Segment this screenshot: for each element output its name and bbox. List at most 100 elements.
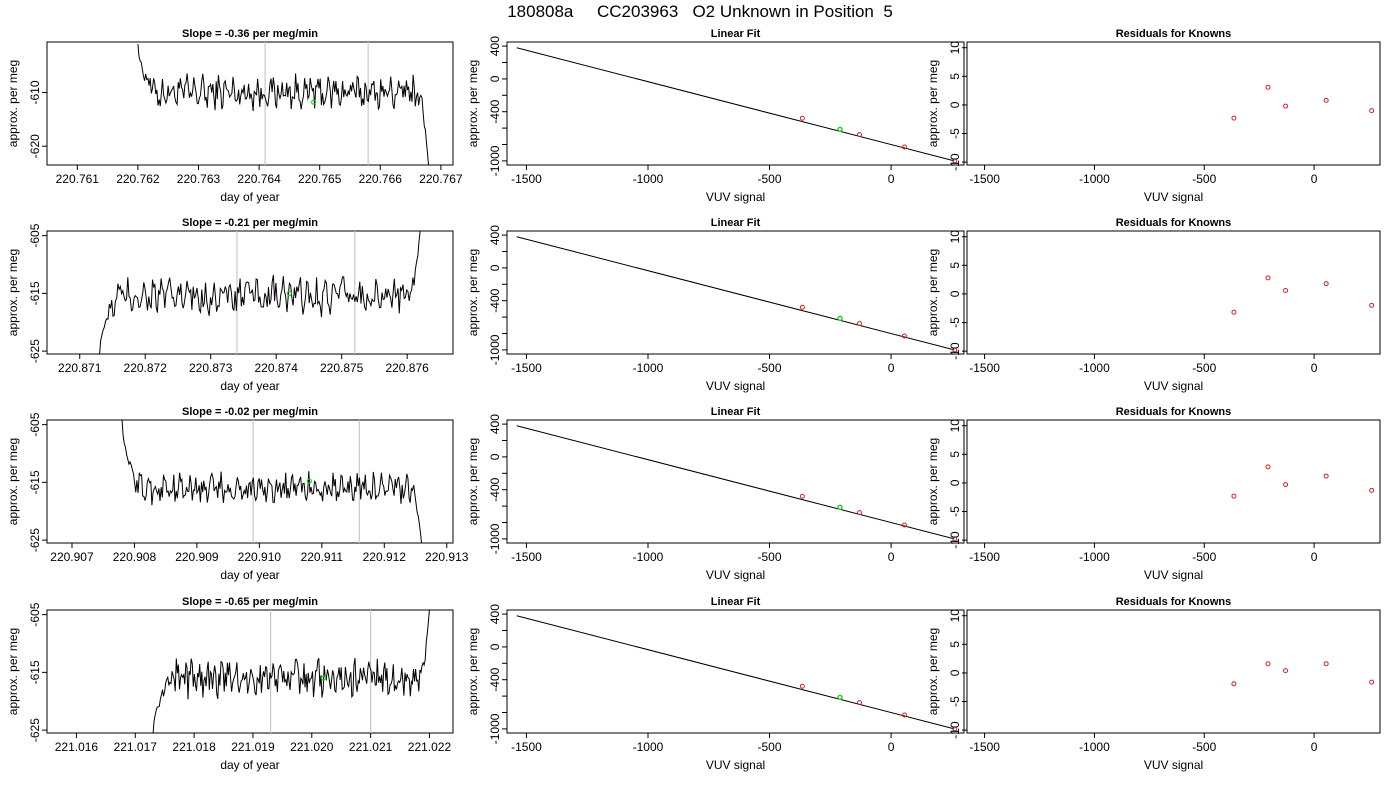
known-point xyxy=(901,333,907,339)
x-tick-label: -500 xyxy=(758,550,782,564)
panel-row2-residuals: Residuals for Knowns -1500 -1000 -500 0 10 5 0 -… xyxy=(926,217,1381,393)
x-tick-label: 221.021 xyxy=(349,740,393,754)
panel-title: Slope = -0.36 per meg/min xyxy=(182,28,318,40)
plot-frame xyxy=(506,230,965,355)
data-layer xyxy=(152,610,430,733)
y-axis-label: approx. per meg xyxy=(466,438,480,525)
x-tick-label: 220.911 xyxy=(301,550,344,564)
y-axis-label: approx. per meg xyxy=(6,60,20,147)
plot-frame xyxy=(46,419,454,544)
panel-row1-trace: Slope = -0.36 per meg/min 220.761 220.762 2… xyxy=(6,28,463,204)
y-tick-label: 400 xyxy=(488,36,502,56)
x-tick-label: 0 xyxy=(1311,361,1318,375)
x-tick-label: 221.022 xyxy=(408,740,452,754)
x-tick-label: -1500 xyxy=(969,550,1000,564)
data-layer xyxy=(516,47,958,164)
y-tick-label: 5 xyxy=(948,451,962,458)
y-tick-label: -10 xyxy=(948,342,962,360)
y-tick-label: 10 xyxy=(948,230,962,244)
plot-frame xyxy=(506,41,965,166)
panel-row4-fit: Linear Fit -1500 -1000 -500 0 400 0 -400 -1000 VU… xyxy=(466,596,965,772)
x-tick-label: 220.873 xyxy=(189,361,233,375)
y-tick-label: 0 xyxy=(488,453,502,460)
residual-point xyxy=(1323,97,1329,103)
x-axis-label: day of year xyxy=(220,758,279,772)
y-tick-label: 5 xyxy=(948,73,962,80)
known-point xyxy=(799,683,805,689)
x-tick-label: -500 xyxy=(758,740,782,754)
panel-row4-residuals: Residuals for Knowns -1500 -1000 -500 0 10 5 0 -… xyxy=(926,596,1381,772)
panel-row3-fit: Linear Fit -1500 -1000 -500 0 400 0 -400 -1000 VU… xyxy=(466,406,965,582)
x-tick-label: -500 xyxy=(1192,550,1216,564)
x-axis-label: day of year xyxy=(220,379,279,393)
x-tick-label: -1000 xyxy=(633,740,664,754)
y-axis-label: approx. per meg xyxy=(926,60,940,147)
x-tick-label: 0 xyxy=(888,361,895,375)
y-tick-label: 5 xyxy=(948,641,962,648)
data-layer xyxy=(1231,275,1375,315)
unknown-point xyxy=(837,315,843,322)
plot-frame xyxy=(46,609,454,734)
unknown-point xyxy=(837,694,843,701)
y-tick-label: -10 xyxy=(948,153,962,171)
panel-title: Residuals for Knowns xyxy=(1116,596,1232,608)
x-tick-label: -1000 xyxy=(633,550,664,564)
residual-point xyxy=(1323,281,1329,287)
unknown-point xyxy=(837,126,843,133)
y-tick-label: 5 xyxy=(948,262,962,269)
y-tick-label: -5 xyxy=(948,696,962,707)
y-axis-label: approx. per meg xyxy=(926,438,940,525)
x-axis-label: VUV signal xyxy=(1144,379,1203,393)
trace-line xyxy=(137,44,430,165)
unknown-marker xyxy=(306,478,312,484)
x-tick-label: -500 xyxy=(758,172,782,186)
fit-line xyxy=(516,236,955,351)
panel-title: Linear Fit xyxy=(711,28,761,40)
known-point xyxy=(901,712,907,718)
residual-point xyxy=(1231,681,1237,687)
x-tick-label: 220.766 xyxy=(359,172,403,186)
panel-title: Residuals for Knowns xyxy=(1116,217,1232,229)
y-tick-label: 0 xyxy=(948,479,962,486)
panel-title: Slope = -0.21 per meg/min xyxy=(182,217,318,229)
x-tick-label: 220.876 xyxy=(385,361,429,375)
y-tick-label: -1000 xyxy=(488,523,502,554)
panel-title: Residuals for Knowns xyxy=(1116,28,1232,40)
x-tick-label: -1500 xyxy=(511,740,542,754)
known-point xyxy=(856,321,862,327)
x-tick-label: -1000 xyxy=(633,361,664,375)
residual-point xyxy=(1323,473,1329,479)
fit-line xyxy=(516,425,955,540)
data-layer xyxy=(137,42,430,165)
plot-frame xyxy=(46,230,454,355)
y-tick-label: 0 xyxy=(488,643,502,650)
y-tick-label: -5 xyxy=(948,128,962,139)
known-point xyxy=(799,115,805,121)
y-tick-label: -1000 xyxy=(488,334,502,365)
x-tick-label: -1500 xyxy=(511,550,542,564)
panel-row2-trace: Slope = -0.21 per meg/min 220.871 220.872 2… xyxy=(6,217,454,393)
plot-frame xyxy=(966,419,1381,544)
x-tick-label: -1000 xyxy=(1079,740,1110,754)
plot-frame xyxy=(966,230,1381,355)
x-axis-label: VUV signal xyxy=(1144,190,1203,204)
x-tick-label: 0 xyxy=(1311,550,1318,564)
x-tick-label: -1500 xyxy=(969,172,1000,186)
known-point xyxy=(856,700,862,706)
data-layer xyxy=(516,236,958,353)
residual-point xyxy=(1265,464,1271,470)
panel-row3-residuals: Residuals for Knowns -1500 -1000 -500 0 10 5 0 -… xyxy=(926,406,1381,582)
plot-frame xyxy=(506,419,965,544)
panel-row3-trace: Slope = -0.02 per meg/min 220.907 220.908 2… xyxy=(6,406,469,582)
x-tick-label: 220.761 xyxy=(56,172,100,186)
x-tick-label: 220.912 xyxy=(363,550,407,564)
residual-point xyxy=(1231,493,1237,499)
y-tick-label: -605 xyxy=(28,412,42,436)
x-tick-label: 221.016 xyxy=(55,740,99,754)
x-tick-label: -500 xyxy=(758,361,782,375)
panel-title: Linear Fit xyxy=(711,596,761,608)
y-tick-label: 400 xyxy=(488,604,502,624)
y-tick-label: -5 xyxy=(948,317,962,328)
y-tick-label: -10 xyxy=(948,721,962,739)
